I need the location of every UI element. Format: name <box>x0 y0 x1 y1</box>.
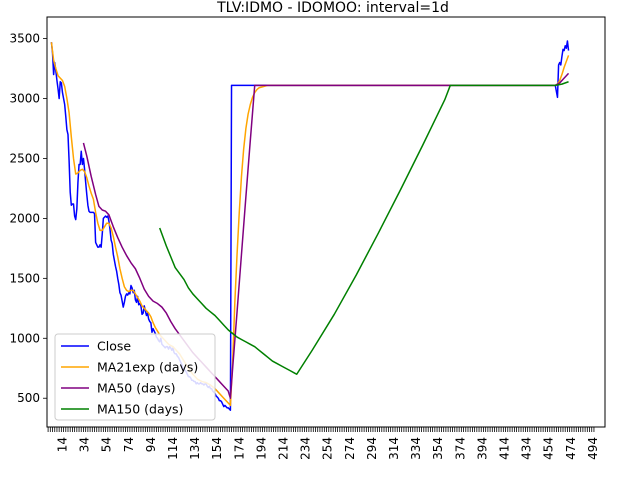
y-tick-label: 2500 <box>9 151 40 165</box>
y-axis-ticks: 500 1000 1500 2000 2500 3000 3500 <box>9 32 47 405</box>
x-tick-label: 14 <box>55 437 69 452</box>
x-tick-label: 194 <box>254 437 268 460</box>
x-tick-label: 434 <box>520 437 534 460</box>
series-line-ma150-days <box>158 81 569 375</box>
x-tick-label: 494 <box>586 437 600 460</box>
x-tick-label: 354 <box>431 437 445 460</box>
x-tick-label: 34 <box>78 437 92 452</box>
x-tick-label: 234 <box>299 437 313 460</box>
x-tick-label: 74 <box>122 437 136 452</box>
x-tick-label: 394 <box>475 437 489 460</box>
legend-label: MA150 (days) <box>97 402 183 417</box>
plot-frame <box>46 16 606 428</box>
y-tick-label: 500 <box>17 391 40 405</box>
x-tick-label: 294 <box>365 437 379 460</box>
legend-box <box>54 333 216 421</box>
y-tick-label: 3500 <box>9 32 40 46</box>
x-tick-label: 174 <box>232 437 246 460</box>
x-minor-ticks <box>47 427 595 432</box>
x-tick-label: 314 <box>387 437 401 460</box>
legend-label: MA50 (days) <box>97 381 175 396</box>
x-tick-label: 54 <box>100 437 114 452</box>
series-layer <box>50 40 570 411</box>
legend-label: MA21exp (days) <box>97 360 198 375</box>
x-tick-label: 254 <box>321 437 335 460</box>
y-tick-label: 1000 <box>9 331 40 345</box>
x-tick-label: 334 <box>409 437 423 460</box>
x-tick-label: 94 <box>144 437 158 452</box>
legend: Close MA21exp (days) MA50 (days) MA150 (day… <box>54 333 216 421</box>
x-tick-label: 114 <box>166 437 180 460</box>
x-axis-ticks: 14 34 54 74 94 114 134 154 174 194 214 234 254 274 294… <box>47 427 600 460</box>
x-tick-label: 414 <box>497 437 511 460</box>
x-tick-label: 154 <box>210 437 224 460</box>
chart-title: TLV:IDMO - IDOMOO: interval=1d <box>216 0 449 16</box>
x-tick-label: 474 <box>564 437 578 460</box>
series-line-ma50-days <box>82 72 570 399</box>
y-tick-label: 2000 <box>9 211 40 225</box>
x-tick-label: 374 <box>453 437 467 460</box>
series-line-ma21exp-days <box>50 42 570 407</box>
x-tick-label: 454 <box>542 437 556 460</box>
x-tick-label: 214 <box>276 437 290 460</box>
y-tick-label: 3000 <box>9 92 40 106</box>
y-tick-label: 1500 <box>9 271 40 285</box>
legend-label: Close <box>97 339 131 354</box>
x-tick-label: 274 <box>343 437 357 460</box>
x-tick-label: 134 <box>188 437 202 460</box>
